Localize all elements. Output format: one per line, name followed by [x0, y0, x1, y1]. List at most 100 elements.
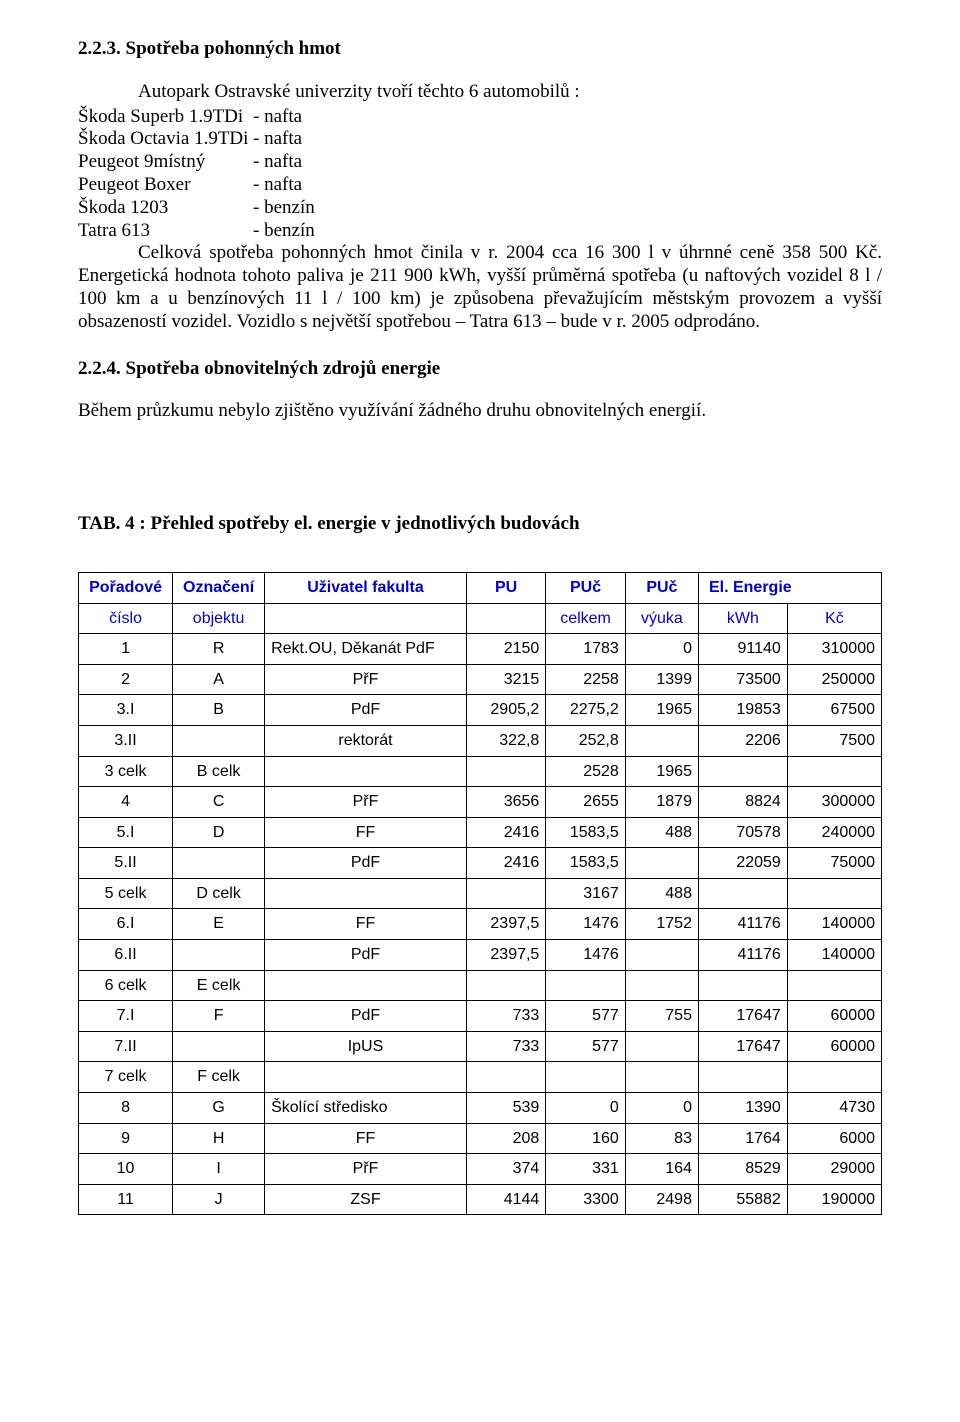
table-row: 11JZSF41443300249855882190000	[79, 1184, 882, 1215]
table-cell: 22059	[698, 848, 787, 879]
vehicle-fuel: - nafta	[253, 151, 302, 174]
table-cell: 1583,5	[546, 848, 625, 879]
energy-table: Pořadové Označení Uživatel fakulta PU PU…	[78, 572, 882, 1215]
table-cell: 5.II	[79, 848, 173, 879]
table-cell: B celk	[173, 756, 265, 787]
table-cell: 310000	[787, 634, 881, 665]
table-cell: 2655	[546, 787, 625, 818]
table-cell	[787, 756, 881, 787]
vehicle-fuel: - benzín	[253, 197, 315, 220]
vehicle-row: Peugeot 9místný - nafta	[78, 151, 882, 174]
table-cell: 91140	[698, 634, 787, 665]
table-cell: PdF	[265, 848, 467, 879]
table-cell: 75000	[787, 848, 881, 879]
table-cell: 3215	[466, 664, 545, 695]
table-cell: 488	[625, 817, 698, 848]
th-empty	[466, 603, 545, 634]
table-cell	[546, 970, 625, 1001]
table-cell	[173, 725, 265, 756]
table-cell: 733	[466, 1001, 545, 1032]
table-cell: 6000	[787, 1123, 881, 1154]
vehicle-fuel: - benzín	[253, 220, 315, 243]
table-cell: 240000	[787, 817, 881, 848]
table-cell: 7 celk	[79, 1062, 173, 1093]
table-cell: 755	[625, 1001, 698, 1032]
vehicle-name: Škoda 1203	[78, 197, 253, 220]
table-cell: 19853	[698, 695, 787, 726]
table-cell	[265, 878, 467, 909]
vehicle-name: Tatra 613	[78, 220, 253, 243]
table-cell: 4730	[787, 1093, 881, 1124]
table-cell: 11	[79, 1184, 173, 1215]
table-row: 7.IIIpUS7335771764760000	[79, 1031, 882, 1062]
table-cell: 577	[546, 1031, 625, 1062]
table-cell	[787, 1062, 881, 1093]
table-cell: 160	[546, 1123, 625, 1154]
vehicle-name: Peugeot Boxer	[78, 174, 253, 197]
table-cell	[173, 1031, 265, 1062]
table-cell: I	[173, 1154, 265, 1185]
table-cell: 1879	[625, 787, 698, 818]
table-cell: 17647	[698, 1001, 787, 1032]
table-row: 9HFF2081608317646000	[79, 1123, 882, 1154]
table-cell: 1390	[698, 1093, 787, 1124]
table-cell: F	[173, 1001, 265, 1032]
table-cell: 5.I	[79, 817, 173, 848]
table-cell: FF	[265, 817, 467, 848]
table-cell: A	[173, 664, 265, 695]
vehicle-row: Škoda Superb 1.9TDi - nafta	[78, 106, 882, 129]
table-cell: 164	[625, 1154, 698, 1185]
vehicle-row: Škoda Octavia 1.9TDi - nafta	[78, 128, 882, 151]
vehicle-row: Škoda 1203 - benzín	[78, 197, 882, 220]
table-cell: 2528	[546, 756, 625, 787]
table-cell	[698, 756, 787, 787]
table-cell: 4	[79, 787, 173, 818]
th-kwh: kWh	[698, 603, 787, 634]
th-objektu: objektu	[173, 603, 265, 634]
table-cell: 374	[466, 1154, 545, 1185]
table-cell: 190000	[787, 1184, 881, 1215]
table-cell	[466, 970, 545, 1001]
table-cell: D	[173, 817, 265, 848]
table-row: 1RRekt.OU, Děkanát PdF215017830911403100…	[79, 634, 882, 665]
table-cell: 2397,5	[466, 940, 545, 971]
table-cell: F celk	[173, 1062, 265, 1093]
table-cell: 2206	[698, 725, 787, 756]
table-cell: PřF	[265, 787, 467, 818]
th-uzivatel: Uživatel fakulta	[265, 572, 467, 603]
table-cell: 41176	[698, 940, 787, 971]
table-cell	[466, 756, 545, 787]
table-cell: 322,8	[466, 725, 545, 756]
table-cell: 252,8	[546, 725, 625, 756]
table-cell: 10	[79, 1154, 173, 1185]
table-cell	[787, 970, 881, 1001]
table-cell: 2905,2	[466, 695, 545, 726]
th-puc: PUč	[546, 572, 625, 603]
table-cell: 208	[466, 1123, 545, 1154]
table-cell: C	[173, 787, 265, 818]
th-poradove: Pořadové	[79, 572, 173, 603]
table-cell: 2	[79, 664, 173, 695]
table-cell: 488	[625, 878, 698, 909]
table-cell: 1476	[546, 909, 625, 940]
table-cell: rektorát	[265, 725, 467, 756]
vehicle-row: Tatra 613 - benzín	[78, 220, 882, 243]
table-cell	[698, 878, 787, 909]
table-cell: 300000	[787, 787, 881, 818]
table-cell: 73500	[698, 664, 787, 695]
table-cell: B	[173, 695, 265, 726]
table-cell	[265, 756, 467, 787]
table-cell: 70578	[698, 817, 787, 848]
section-renew-heading: 2.2.4. Spotřeba obnovitelných zdrojů ene…	[78, 358, 882, 381]
table-cell: PdF	[265, 940, 467, 971]
table-row: 6 celkE celk	[79, 970, 882, 1001]
table-cell: 29000	[787, 1154, 881, 1185]
vehicle-name: Škoda Superb 1.9TDi	[78, 106, 253, 129]
table-cell: 733	[466, 1031, 545, 1062]
table-cell: PdF	[265, 1001, 467, 1032]
th-pucv: PUč	[625, 572, 698, 603]
table-cell: 67500	[787, 695, 881, 726]
th-cislo: číslo	[79, 603, 173, 634]
table-cell: FF	[265, 1123, 467, 1154]
table-cell	[625, 970, 698, 1001]
